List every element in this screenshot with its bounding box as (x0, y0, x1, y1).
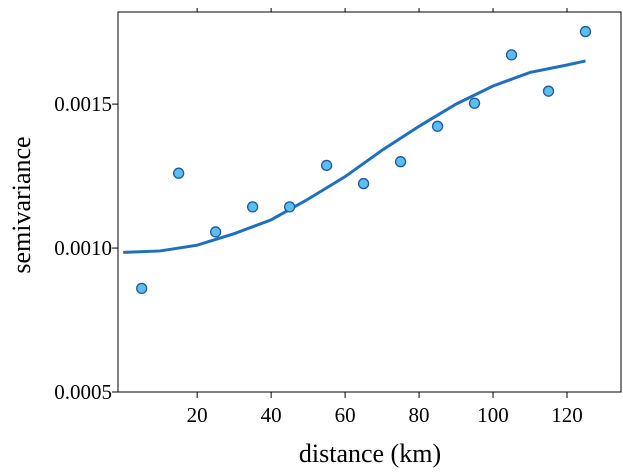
y-tick-label: 0.0015 (54, 92, 112, 116)
data-point (505, 49, 518, 61)
data-point (579, 25, 592, 38)
data-point (320, 159, 333, 172)
x-axis-title: distance (km) (299, 439, 441, 468)
data-point (468, 97, 481, 109)
x-tick-label: 40 (261, 403, 282, 427)
data-point (209, 226, 222, 238)
x-tick-label: 100 (477, 403, 509, 427)
x-tick-label: 20 (187, 403, 208, 427)
data-point (394, 156, 407, 168)
data-point (542, 85, 555, 97)
data-point (357, 177, 370, 190)
x-tick-label: 60 (335, 403, 356, 427)
x-tick-label: 120 (551, 403, 583, 427)
y-axis-title: semivariance (7, 136, 36, 273)
y-tick-label: 0.0005 (54, 380, 112, 404)
y-tick-label: 0.0010 (54, 236, 112, 260)
x-tick-label: 80 (409, 403, 430, 427)
fitted-curve (123, 59, 586, 254)
data-point (173, 167, 185, 179)
plot-frame (117, 11, 622, 393)
data-point (431, 120, 444, 132)
data-point (283, 201, 296, 213)
data-point (136, 282, 148, 295)
data-point (246, 201, 259, 213)
